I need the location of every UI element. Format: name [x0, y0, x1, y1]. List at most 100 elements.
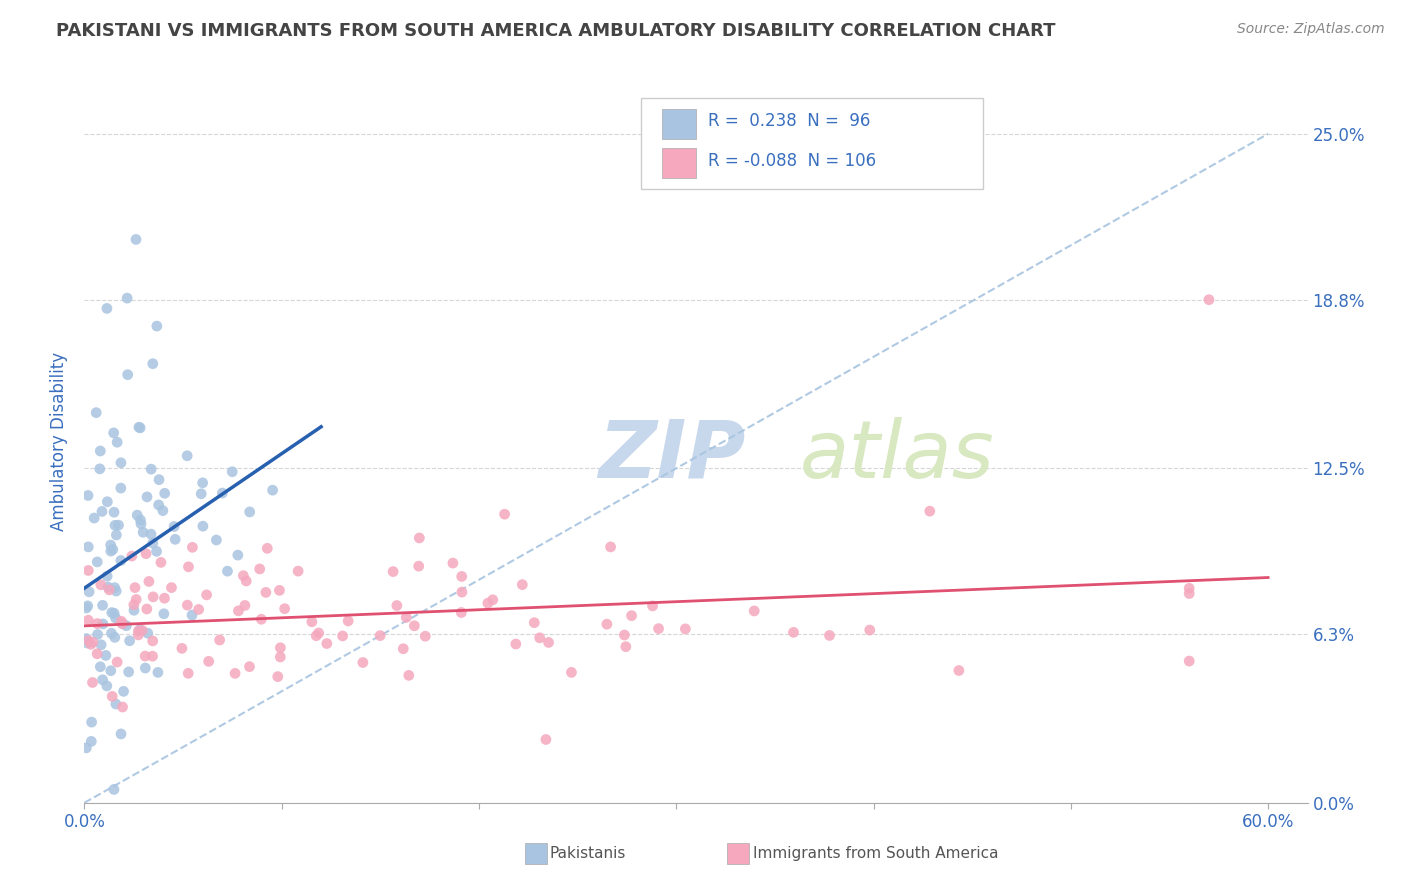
- Point: [233, 599, 256, 613]
- Point: [104, 518, 127, 533]
- Point: [395, 610, 418, 624]
- Point: [96, 494, 118, 508]
- Point: [641, 599, 664, 613]
- Point: [250, 612, 273, 626]
- Point: [103, 782, 125, 797]
- Point: [75, 740, 97, 755]
- Point: [647, 622, 669, 636]
- Point: [782, 625, 804, 640]
- Point: [494, 507, 516, 521]
- Point: [315, 636, 337, 650]
- Point: [332, 629, 354, 643]
- Point: [134, 649, 156, 664]
- Bar: [662, 148, 696, 178]
- Point: [76, 599, 98, 613]
- Point: [146, 665, 169, 680]
- Point: [481, 592, 503, 607]
- Point: [97, 580, 120, 594]
- Point: [101, 606, 124, 620]
- Point: [596, 617, 619, 632]
- Point: [269, 640, 291, 655]
- Point: [127, 624, 149, 639]
- Point: [122, 603, 145, 617]
- Point: [110, 727, 132, 741]
- Point: [77, 564, 100, 578]
- Point: [918, 504, 941, 518]
- Point: [76, 636, 98, 650]
- Point: [80, 637, 103, 651]
- Point: [104, 611, 127, 625]
- Point: [100, 664, 122, 678]
- Point: [91, 673, 114, 687]
- Point: [128, 623, 150, 637]
- Point: [104, 581, 127, 595]
- Text: PAKISTANI VS IMMIGRANTS FROM SOUTH AMERICA AMBULATORY DISABILITY CORRELATION CHA: PAKISTANI VS IMMIGRANTS FROM SOUTH AMERI…: [56, 22, 1056, 40]
- Point: [523, 615, 546, 630]
- Point: [190, 487, 212, 501]
- Point: [136, 490, 159, 504]
- Point: [118, 633, 141, 648]
- Point: [254, 585, 277, 599]
- Point: [98, 582, 121, 597]
- Point: [103, 425, 125, 440]
- Point: [249, 562, 271, 576]
- Point: [145, 544, 167, 558]
- FancyBboxPatch shape: [641, 98, 983, 189]
- Point: [337, 614, 360, 628]
- Point: [256, 541, 278, 556]
- Bar: [524, 843, 547, 864]
- Point: [124, 581, 146, 595]
- Point: [110, 553, 132, 567]
- Point: [142, 634, 165, 648]
- Point: [859, 623, 882, 637]
- Point: [111, 700, 134, 714]
- Point: [90, 578, 112, 592]
- Point: [111, 616, 134, 631]
- Point: [110, 615, 132, 629]
- Point: [82, 635, 104, 649]
- Bar: [727, 843, 748, 864]
- Point: [948, 664, 970, 678]
- Point: [77, 584, 100, 599]
- Point: [100, 626, 122, 640]
- Bar: [662, 109, 696, 139]
- Point: [368, 629, 391, 643]
- Point: [75, 601, 97, 615]
- Point: [80, 715, 103, 730]
- Point: [127, 508, 149, 522]
- Point: [408, 531, 430, 545]
- Point: [139, 527, 162, 541]
- Point: [104, 631, 127, 645]
- Point: [103, 607, 125, 621]
- Point: [91, 616, 114, 631]
- Point: [77, 488, 100, 502]
- Point: [121, 549, 143, 563]
- Point: [82, 675, 104, 690]
- Point: [1178, 654, 1201, 668]
- Point: [398, 668, 420, 682]
- Point: [115, 291, 138, 305]
- Y-axis label: Ambulatory Disability: Ambulatory Disability: [51, 352, 69, 531]
- Point: [77, 540, 100, 554]
- Point: [100, 538, 122, 552]
- Point: [818, 628, 841, 642]
- Point: [141, 462, 163, 476]
- Point: [134, 661, 156, 675]
- Point: [181, 541, 204, 555]
- Point: [89, 444, 111, 458]
- Point: [529, 631, 551, 645]
- Point: [96, 301, 118, 316]
- Point: [211, 486, 233, 500]
- Point: [100, 544, 122, 558]
- Point: [89, 659, 111, 673]
- Point: [138, 574, 160, 589]
- Point: [75, 632, 97, 646]
- Point: [195, 588, 218, 602]
- Point: [205, 533, 228, 547]
- Point: [228, 604, 250, 618]
- Point: [111, 616, 134, 631]
- Point: [103, 505, 125, 519]
- Text: atlas: atlas: [800, 417, 994, 495]
- Point: [505, 637, 527, 651]
- Point: [86, 627, 108, 641]
